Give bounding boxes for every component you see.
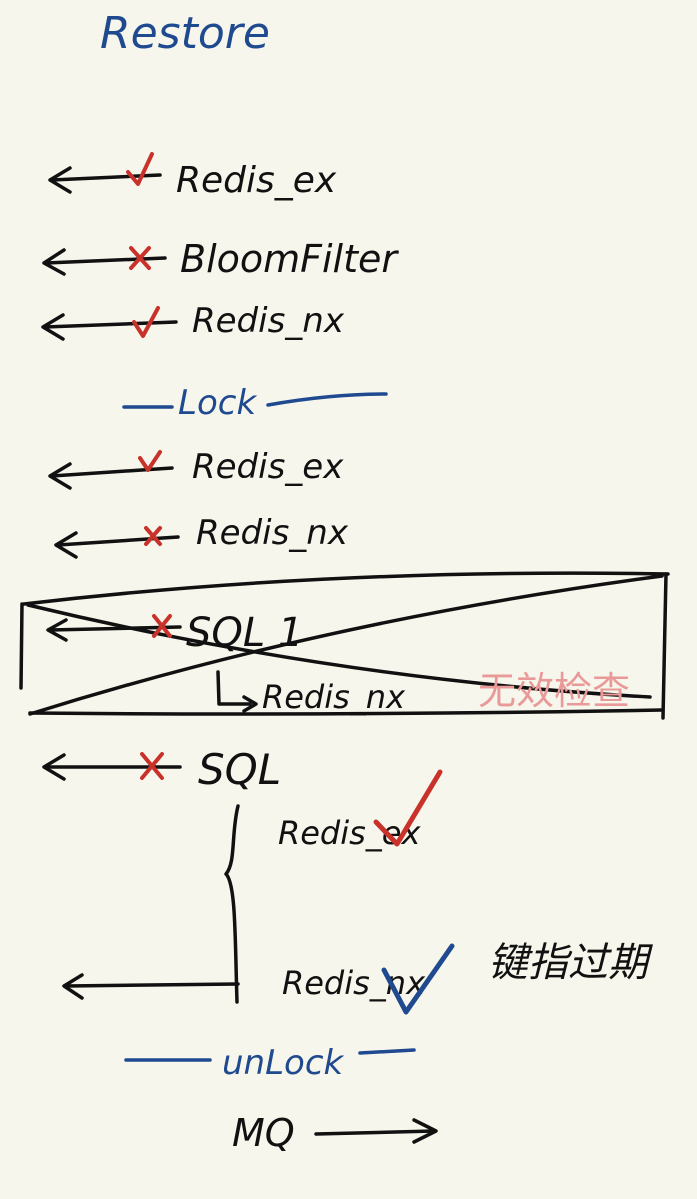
step-bloomfilter: BloomFilter — [42, 237, 399, 281]
struck-block: SQL 1 Redis_nx 无效检查 — [19, 571, 670, 720]
arrowhead-icon — [42, 248, 66, 276]
arrowhead-icon — [54, 531, 78, 559]
key-expire-note: 键指过期 — [488, 940, 653, 986]
check-icon — [138, 450, 162, 472]
sub-label: Redis_nx — [262, 678, 406, 716]
unlock-label: unLock — [222, 1043, 345, 1083]
arrowhead-icon — [412, 1118, 438, 1144]
cross-icon — [140, 752, 164, 780]
step-label: Redis_ex — [192, 447, 344, 487]
divider-line — [266, 392, 388, 407]
branch-connector — [216, 670, 252, 706]
arrowhead-icon — [242, 695, 258, 713]
arrowhead-icon — [42, 753, 66, 781]
branch-bottom-label: Redis_nx — [282, 964, 426, 1002]
unlock-divider: unLock — [124, 1043, 416, 1083]
check-icon — [132, 306, 160, 338]
right-arrow-icon — [314, 1129, 436, 1136]
cross-icon — [152, 614, 172, 638]
brace-line — [224, 804, 240, 1004]
cross-icon — [129, 246, 151, 270]
step-redis-nx: Redis_nx — [41, 301, 345, 341]
cross-icon — [144, 526, 162, 546]
locked-step-redis-nx: Redis_nx — [54, 513, 349, 559]
left-arrow-icon — [50, 466, 174, 478]
arrowhead-icon — [46, 618, 68, 642]
brace-branch: Redis_ex Redis_nx 键指过期 — [62, 769, 653, 1015]
step-label: BloomFilter — [180, 237, 399, 281]
step-label: Redis_nx — [196, 513, 349, 553]
step-label: Redis_ex — [176, 160, 337, 201]
left-arrow-icon — [43, 320, 178, 329]
sql-label: SQL — [198, 745, 281, 794]
step-redis-ex: Redis_ex — [48, 152, 337, 201]
mq-step: MQ — [232, 1111, 438, 1155]
lock-divider: Lock — [122, 383, 388, 423]
step-label: Redis_nx — [192, 301, 345, 341]
mq-label: MQ — [232, 1111, 295, 1155]
arrowhead-icon — [48, 462, 72, 490]
divider-line — [358, 1048, 416, 1055]
locked-step-redis-ex: Redis_ex — [48, 447, 344, 490]
left-arrow-icon — [44, 256, 167, 265]
strike-line — [28, 574, 664, 716]
invalid-check-note: 无效检查 — [478, 669, 630, 713]
branch-top-label: Redis_ex — [278, 814, 421, 852]
check-icon — [126, 152, 154, 186]
page-title: Restore — [100, 8, 270, 59]
sql-label: SQL 1 — [186, 610, 303, 656]
left-arrow-icon — [56, 535, 180, 547]
box-bottom — [28, 708, 664, 716]
arrowhead-icon — [62, 973, 84, 1000]
lock-label: Lock — [178, 383, 257, 423]
arrowhead-icon — [48, 166, 72, 194]
strike-line — [26, 603, 652, 699]
box-right — [661, 572, 668, 720]
box-top — [22, 571, 670, 606]
sql-step: SQL — [42, 745, 281, 794]
check-icon — [381, 943, 455, 1015]
check-icon — [373, 769, 443, 847]
box-left — [19, 602, 24, 690]
left-arrow-icon — [64, 982, 240, 988]
arrowhead-icon — [41, 313, 65, 341]
